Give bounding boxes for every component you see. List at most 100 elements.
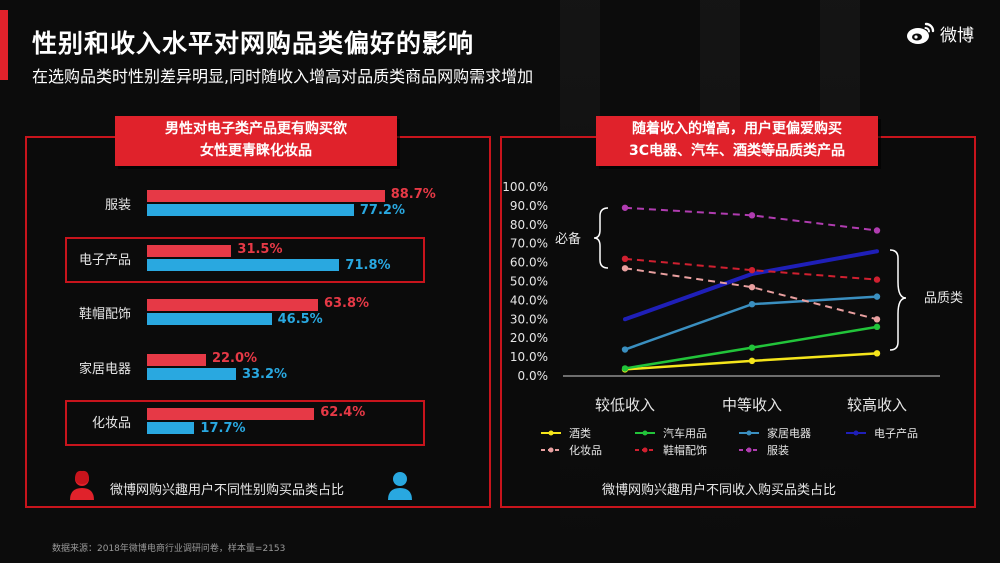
bar-male-value: 46.5% bbox=[277, 312, 323, 327]
highlight-box bbox=[65, 400, 425, 446]
bar-female-value: 22.0% bbox=[211, 350, 258, 366]
series-line bbox=[624, 206, 878, 232]
income-chart-panel bbox=[500, 136, 976, 508]
series-point bbox=[623, 317, 627, 322]
legend-label: 汽车用品 bbox=[663, 426, 707, 440]
legend-swatch-point bbox=[548, 430, 554, 436]
category-label: 电子产品 bbox=[78, 252, 131, 268]
series-point bbox=[748, 357, 756, 365]
bar-male-value: 71.8% bbox=[345, 257, 391, 273]
legend-label: 鞋帽配饰 bbox=[663, 443, 707, 457]
bar-female-value: 31.5% bbox=[237, 241, 283, 257]
income-insight-line1: 随着收入的增高，用户更偏爱购买 bbox=[632, 121, 842, 137]
category-label: 服装 bbox=[104, 198, 131, 213]
series-point bbox=[748, 300, 756, 308]
category-label: 家居电器 bbox=[78, 361, 131, 377]
legend-label: 家居电器 bbox=[767, 426, 811, 440]
female-user-icon bbox=[70, 470, 94, 500]
y-tick-label: 50.0% bbox=[510, 275, 548, 289]
legend-label: 化妆品 bbox=[569, 443, 602, 457]
x-tick-label: 中等收入 bbox=[722, 396, 782, 414]
y-tick-label: 80.0% bbox=[510, 218, 548, 232]
x-tick-label: 较高收入 bbox=[847, 396, 907, 414]
series-point bbox=[748, 344, 756, 351]
series-point bbox=[873, 323, 881, 331]
bar-female bbox=[147, 190, 385, 202]
series-point bbox=[621, 255, 629, 263]
series-line bbox=[624, 267, 878, 321]
series-point bbox=[875, 249, 879, 254]
series-point bbox=[748, 266, 756, 274]
legend-swatch-point bbox=[746, 447, 752, 453]
essential-bracket-label: 必备 bbox=[555, 231, 581, 247]
y-tick-label: 30.0% bbox=[510, 312, 548, 326]
quality-bracket-label: 品质类 bbox=[924, 291, 963, 306]
category-label: 鞋帽配饰 bbox=[78, 307, 131, 322]
weibo-logo-icon bbox=[907, 22, 935, 44]
bar-male bbox=[147, 367, 236, 380]
y-tick-label: 0.0% bbox=[518, 369, 549, 383]
y-tick-label: 70.0% bbox=[510, 237, 548, 251]
series-point bbox=[621, 265, 629, 272]
bar-male bbox=[147, 313, 272, 325]
income-chart-caption: 微博网购兴趣用户不同收入购买品类占比 bbox=[602, 483, 837, 498]
series-point bbox=[873, 227, 881, 234]
gender-insight-tag: 男性对电子类产品更有购买欲 女性更青睐化妆品 bbox=[115, 116, 397, 166]
bar-female-value: 63.8% bbox=[323, 296, 370, 311]
series-point bbox=[621, 365, 629, 372]
legend-label: 酒类 bbox=[569, 426, 591, 440]
legend-swatch-point bbox=[642, 430, 648, 436]
legend-label: 电子产品 bbox=[874, 426, 918, 440]
bar-male-value: 17.7% bbox=[200, 421, 246, 436]
bar-female bbox=[147, 353, 206, 366]
series-line bbox=[624, 257, 878, 281]
quality-bracket bbox=[889, 249, 907, 351]
weibo-logo: 微博 bbox=[906, 20, 974, 46]
gender-chart-caption: 微博网购兴趣用户不同性别购买品类占比 bbox=[110, 483, 345, 498]
series-point bbox=[873, 316, 881, 323]
income-insight-line2: 3C电器、汽车、酒类等品质类产品 bbox=[628, 143, 845, 159]
bar-female bbox=[147, 408, 315, 420]
bar-female-value: 88.7% bbox=[390, 187, 436, 202]
bar-male bbox=[147, 204, 354, 216]
series-point bbox=[748, 283, 756, 291]
essential-bracket bbox=[593, 207, 609, 269]
bar-male-value: 33.2% bbox=[241, 366, 288, 382]
logo-text: 微博 bbox=[940, 25, 974, 46]
data-source-note: 数据来源：2018年微博电商行业调研问卷，样本量=2153 bbox=[52, 544, 286, 554]
page-title: 性别和收入水平对网购品类偏好的影响 bbox=[32, 29, 475, 58]
gender-insight-line2: 女性更青睐化妆品 bbox=[200, 143, 312, 159]
legend-swatch-point bbox=[548, 447, 554, 453]
bar-female bbox=[147, 299, 318, 311]
legend-swatch-point bbox=[853, 430, 859, 436]
legend-swatch-point bbox=[642, 447, 648, 453]
series-point bbox=[621, 204, 629, 211]
y-tick-label: 60.0% bbox=[510, 256, 548, 270]
gender-insight-line1: 男性对电子类产品更有购买欲 bbox=[165, 121, 347, 137]
y-tick-label: 100.0% bbox=[502, 180, 548, 194]
highlight-box bbox=[65, 236, 425, 283]
bar-male bbox=[147, 258, 340, 271]
x-tick-label: 较低收入 bbox=[595, 396, 655, 414]
category-label: 化妆品 bbox=[91, 416, 131, 431]
title-accent-bar bbox=[0, 10, 8, 80]
income-insight-tag: 随着收入的增高，用户更偏爱购买 3C电器、汽车、酒类等品质类产品 bbox=[596, 116, 878, 166]
legend-swatch-point bbox=[746, 430, 752, 436]
bar-male-value: 77.2% bbox=[359, 203, 405, 218]
series-point bbox=[621, 346, 629, 353]
bar-female bbox=[147, 244, 232, 257]
y-tick-label: 20.0% bbox=[510, 331, 548, 345]
series-point bbox=[873, 293, 881, 300]
y-tick-label: 10.0% bbox=[510, 350, 548, 364]
y-tick-label: 40.0% bbox=[510, 293, 548, 307]
series-point bbox=[873, 276, 881, 283]
bar-female-value: 62.4% bbox=[320, 405, 366, 420]
series-point bbox=[873, 350, 881, 357]
bar-male bbox=[147, 422, 195, 434]
series-point bbox=[748, 212, 756, 219]
y-tick-label: 90.0% bbox=[510, 199, 548, 213]
page-subtitle: 在选购品类时性别差异明显,同时随收入增高对品质类商品网购需求增加 bbox=[32, 67, 534, 86]
legend-label: 服装 bbox=[767, 444, 789, 457]
male-user-icon bbox=[388, 472, 412, 500]
